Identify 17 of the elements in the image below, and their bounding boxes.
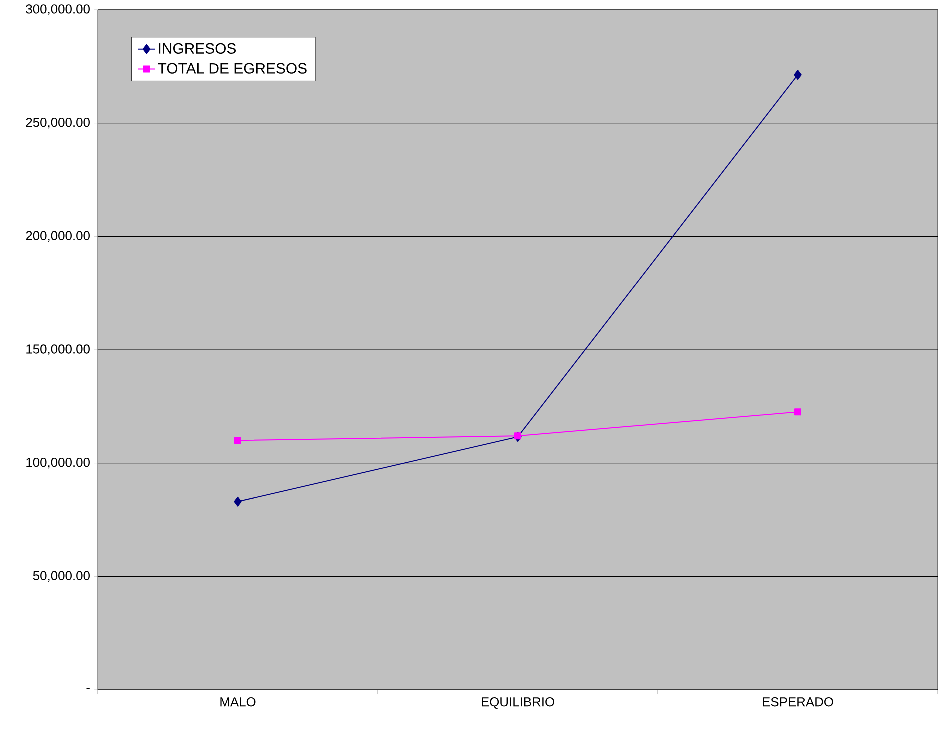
point <box>794 408 802 416</box>
y-tick-label: 250,000.00 <box>26 118 90 129</box>
point <box>234 496 242 507</box>
point <box>234 437 242 444</box>
legend-label: INGRESOS <box>159 43 236 54</box>
x-tick-label: EQUILIBRIO <box>482 698 554 710</box>
point <box>794 70 802 80</box>
y-tick-label: 100,000.00 <box>26 458 90 469</box>
y-tick-label: - <box>86 688 90 690</box>
x-tick-label: ESPERADO <box>763 698 834 707</box>
legend-label: TOTAL DE EGRESOS <box>158 63 307 74</box>
y-tick-label: 150,000.00 <box>26 344 90 356</box>
x-tick-label: MALO <box>220 698 256 707</box>
y-tick-label: 50,000.00 <box>33 571 90 582</box>
y-tick-label: 300,000.00 <box>26 4 90 16</box>
point <box>514 432 522 440</box>
y-tick-label: 200,000.00 <box>26 231 90 242</box>
